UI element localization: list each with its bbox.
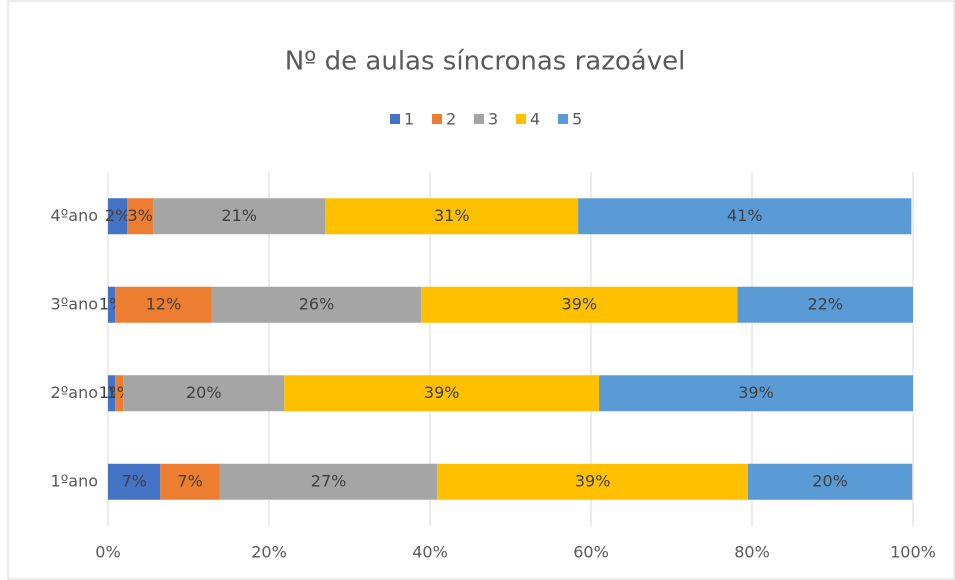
data-label: 39% bbox=[575, 471, 611, 490]
bar-segment bbox=[108, 286, 116, 323]
data-label: 27% bbox=[311, 471, 347, 490]
bar-segment bbox=[123, 375, 285, 412]
legend-label: 2 bbox=[446, 110, 456, 129]
chart-title: Nº de aulas síncronas razoável bbox=[285, 47, 686, 77]
legend-swatch bbox=[432, 114, 442, 124]
data-label: 20% bbox=[186, 383, 222, 402]
data-label: 7% bbox=[177, 471, 202, 490]
legend-swatch bbox=[474, 114, 484, 124]
bar-segment bbox=[747, 463, 913, 500]
legend-swatch bbox=[516, 114, 526, 124]
bar-segment bbox=[737, 286, 913, 323]
data-label: 39% bbox=[424, 383, 460, 402]
legend-label: 4 bbox=[530, 110, 540, 129]
y-tick-label: 4ºano bbox=[51, 206, 98, 225]
bar-segment bbox=[127, 198, 154, 235]
bar-segment bbox=[108, 463, 161, 500]
bar-segment bbox=[108, 375, 116, 412]
data-label: 39% bbox=[562, 294, 598, 313]
x-tick-label: 80% bbox=[734, 543, 770, 562]
legend-swatch bbox=[390, 114, 400, 124]
x-tick-label: 100% bbox=[890, 543, 936, 562]
y-tick-label: 3ºano bbox=[51, 294, 98, 313]
bar-segment bbox=[578, 198, 912, 235]
bar-segment bbox=[160, 463, 220, 500]
legend-swatch bbox=[558, 114, 568, 124]
data-label: 26% bbox=[299, 294, 335, 313]
data-label: 20% bbox=[812, 471, 848, 490]
data-label: 31% bbox=[434, 206, 470, 225]
legend-label: 1 bbox=[404, 110, 414, 129]
bar-segment bbox=[211, 286, 422, 323]
data-label: 21% bbox=[221, 206, 257, 225]
x-tick-label: 40% bbox=[412, 543, 448, 562]
x-tick-label: 20% bbox=[251, 543, 287, 562]
y-tick-label: 2ºano bbox=[51, 383, 98, 402]
data-label: 39% bbox=[738, 383, 774, 402]
bar-segment bbox=[153, 198, 326, 235]
data-label: 41% bbox=[727, 206, 763, 225]
bar-segment bbox=[108, 198, 128, 235]
bar-segment bbox=[115, 286, 212, 323]
data-label: 12% bbox=[146, 294, 182, 313]
bar-segment bbox=[421, 286, 738, 323]
legend-label: 3 bbox=[488, 110, 498, 129]
bar-segment bbox=[115, 375, 124, 412]
bar-segment bbox=[325, 198, 579, 235]
data-label: 2% bbox=[105, 206, 130, 225]
y-tick-label: 1ºano bbox=[51, 471, 98, 490]
data-label: 22% bbox=[807, 294, 843, 313]
bar-segment bbox=[599, 375, 913, 412]
x-tick-label: 60% bbox=[573, 543, 609, 562]
bar-segment bbox=[437, 463, 748, 500]
x-tick-label: 0% bbox=[95, 543, 120, 562]
legend-label: 5 bbox=[572, 110, 582, 129]
data-label: 7% bbox=[121, 471, 146, 490]
bar-segment bbox=[219, 463, 438, 500]
bar-segment bbox=[284, 375, 600, 412]
data-label: 3% bbox=[128, 206, 153, 225]
